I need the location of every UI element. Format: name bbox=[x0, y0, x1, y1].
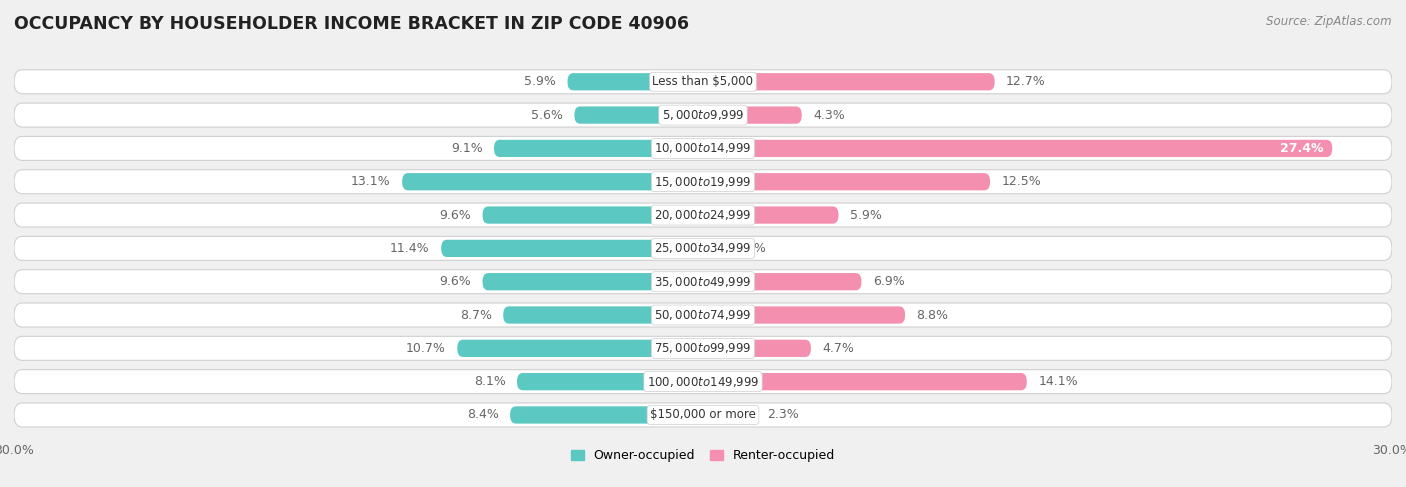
FancyBboxPatch shape bbox=[703, 206, 838, 224]
Text: $15,000 to $19,999: $15,000 to $19,999 bbox=[654, 175, 752, 189]
Text: 14.1%: 14.1% bbox=[1038, 375, 1078, 388]
Text: 8.1%: 8.1% bbox=[474, 375, 506, 388]
FancyBboxPatch shape bbox=[14, 70, 1392, 94]
Text: 0.51%: 0.51% bbox=[725, 242, 766, 255]
Text: 9.6%: 9.6% bbox=[439, 208, 471, 222]
Text: $25,000 to $34,999: $25,000 to $34,999 bbox=[654, 242, 752, 255]
FancyBboxPatch shape bbox=[703, 373, 1026, 390]
Text: Less than $5,000: Less than $5,000 bbox=[652, 75, 754, 88]
FancyBboxPatch shape bbox=[703, 273, 862, 290]
FancyBboxPatch shape bbox=[441, 240, 703, 257]
FancyBboxPatch shape bbox=[14, 303, 1392, 327]
Text: Source: ZipAtlas.com: Source: ZipAtlas.com bbox=[1267, 15, 1392, 28]
FancyBboxPatch shape bbox=[517, 373, 703, 390]
FancyBboxPatch shape bbox=[703, 406, 756, 424]
FancyBboxPatch shape bbox=[494, 140, 703, 157]
FancyBboxPatch shape bbox=[703, 107, 801, 124]
FancyBboxPatch shape bbox=[14, 337, 1392, 360]
FancyBboxPatch shape bbox=[14, 203, 1392, 227]
Text: 13.1%: 13.1% bbox=[352, 175, 391, 188]
FancyBboxPatch shape bbox=[703, 240, 714, 257]
FancyBboxPatch shape bbox=[703, 340, 811, 357]
FancyBboxPatch shape bbox=[575, 107, 703, 124]
Text: $10,000 to $14,999: $10,000 to $14,999 bbox=[654, 141, 752, 155]
Text: $35,000 to $49,999: $35,000 to $49,999 bbox=[654, 275, 752, 289]
FancyBboxPatch shape bbox=[703, 306, 905, 324]
FancyBboxPatch shape bbox=[510, 406, 703, 424]
FancyBboxPatch shape bbox=[703, 73, 994, 91]
FancyBboxPatch shape bbox=[14, 103, 1392, 127]
Text: 10.7%: 10.7% bbox=[406, 342, 446, 355]
Text: 6.9%: 6.9% bbox=[873, 275, 904, 288]
Text: 4.3%: 4.3% bbox=[813, 109, 845, 122]
Text: 2.3%: 2.3% bbox=[768, 409, 799, 421]
FancyBboxPatch shape bbox=[14, 370, 1392, 393]
Text: $150,000 or more: $150,000 or more bbox=[650, 409, 756, 421]
FancyBboxPatch shape bbox=[14, 136, 1392, 160]
Text: 8.4%: 8.4% bbox=[467, 409, 499, 421]
Text: $50,000 to $74,999: $50,000 to $74,999 bbox=[654, 308, 752, 322]
FancyBboxPatch shape bbox=[14, 403, 1392, 427]
FancyBboxPatch shape bbox=[402, 173, 703, 190]
FancyBboxPatch shape bbox=[482, 206, 703, 224]
FancyBboxPatch shape bbox=[703, 173, 990, 190]
Text: $20,000 to $24,999: $20,000 to $24,999 bbox=[654, 208, 752, 222]
FancyBboxPatch shape bbox=[14, 236, 1392, 261]
Text: 12.5%: 12.5% bbox=[1001, 175, 1042, 188]
Text: 4.7%: 4.7% bbox=[823, 342, 855, 355]
Text: 9.6%: 9.6% bbox=[439, 275, 471, 288]
Legend: Owner-occupied, Renter-occupied: Owner-occupied, Renter-occupied bbox=[571, 450, 835, 463]
Text: 8.7%: 8.7% bbox=[460, 308, 492, 321]
FancyBboxPatch shape bbox=[703, 140, 1333, 157]
FancyBboxPatch shape bbox=[503, 306, 703, 324]
Text: $5,000 to $9,999: $5,000 to $9,999 bbox=[662, 108, 744, 122]
Text: 27.4%: 27.4% bbox=[1279, 142, 1323, 155]
Text: $100,000 to $149,999: $100,000 to $149,999 bbox=[647, 375, 759, 389]
Text: 5.9%: 5.9% bbox=[851, 208, 882, 222]
Text: 11.4%: 11.4% bbox=[389, 242, 430, 255]
FancyBboxPatch shape bbox=[568, 73, 703, 91]
Text: 8.8%: 8.8% bbox=[917, 308, 949, 321]
FancyBboxPatch shape bbox=[14, 170, 1392, 194]
Text: 9.1%: 9.1% bbox=[451, 142, 482, 155]
Text: 5.6%: 5.6% bbox=[531, 109, 562, 122]
FancyBboxPatch shape bbox=[482, 273, 703, 290]
FancyBboxPatch shape bbox=[14, 270, 1392, 294]
Text: 5.9%: 5.9% bbox=[524, 75, 555, 88]
Text: 12.7%: 12.7% bbox=[1007, 75, 1046, 88]
FancyBboxPatch shape bbox=[457, 340, 703, 357]
Text: $75,000 to $99,999: $75,000 to $99,999 bbox=[654, 341, 752, 356]
Text: OCCUPANCY BY HOUSEHOLDER INCOME BRACKET IN ZIP CODE 40906: OCCUPANCY BY HOUSEHOLDER INCOME BRACKET … bbox=[14, 15, 689, 33]
